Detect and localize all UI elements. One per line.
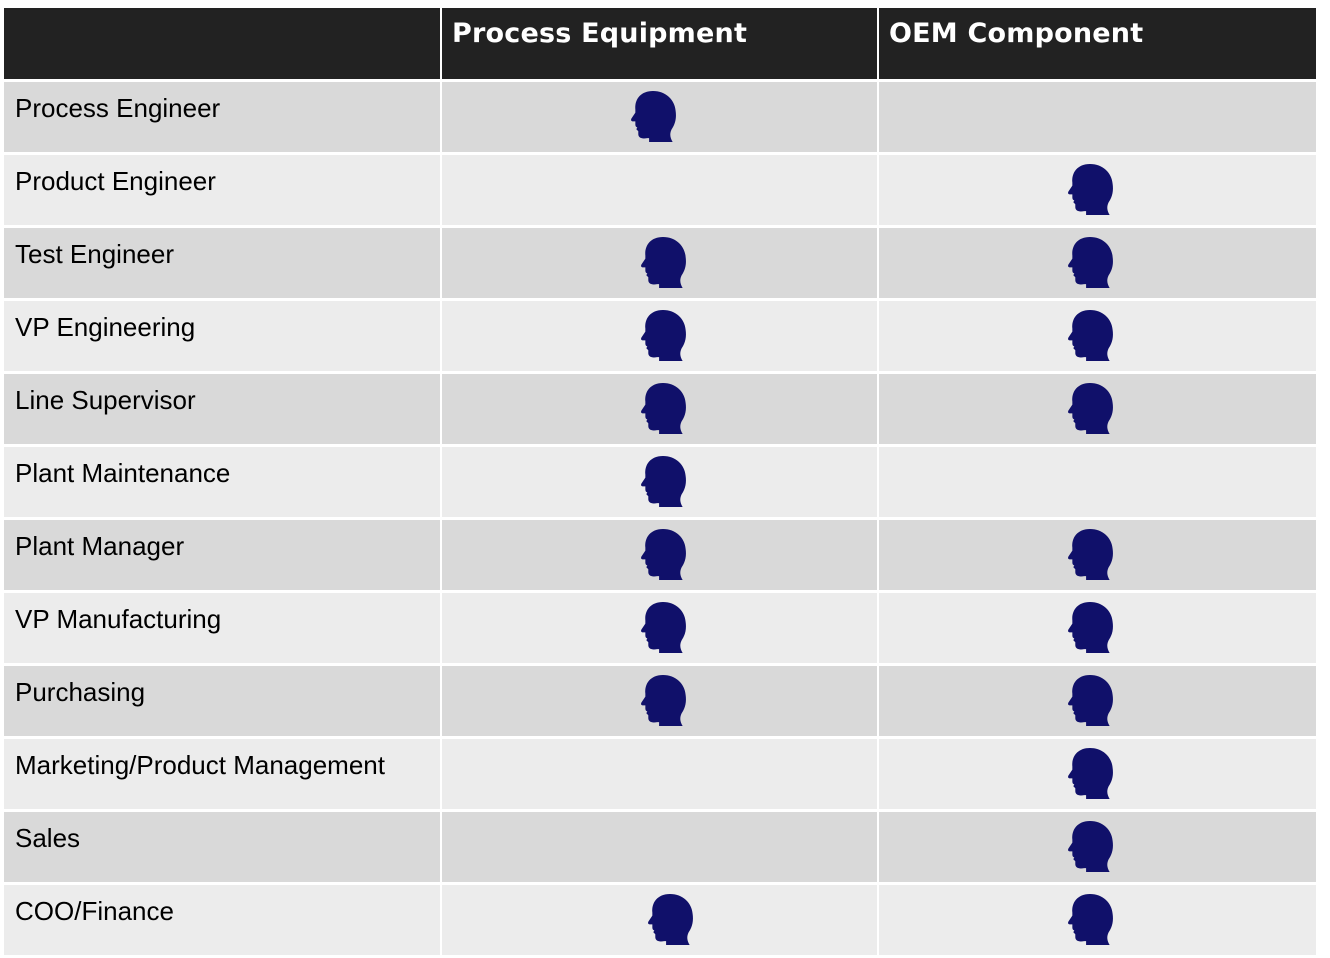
process-equipment-cell [440, 372, 878, 447]
header-row: Process Equipment OEM Component [4, 8, 1316, 82]
process-equipment-cell [440, 80, 878, 155]
oem-component-cell [877, 153, 1316, 228]
person-head-icon [1068, 382, 1113, 434]
table-row: Test Engineer [4, 226, 1316, 301]
person-head-icon [641, 236, 686, 288]
role-matrix-table: Process Equipment OEM Component Process … [4, 8, 1316, 958]
process-equipment-cell [440, 445, 878, 520]
person-head-icon [1068, 309, 1113, 361]
header-corner-cell [4, 8, 441, 82]
person-head-icon [1068, 528, 1113, 580]
table-row: Plant Maintenance [4, 445, 1316, 520]
person-head-icon [1068, 163, 1113, 215]
oem-component-cell [877, 883, 1316, 958]
table-row: Product Engineer [4, 153, 1316, 228]
role-label: Test Engineer [4, 226, 441, 301]
role-label: Line Supervisor [4, 372, 441, 447]
column-header-process-equipment: Process Equipment [440, 8, 878, 82]
table-body: Process Engineer Product Engineer Test Eng… [4, 80, 1316, 958]
person-head-icon [1068, 820, 1113, 872]
table-row: Marketing/Product Management [4, 737, 1316, 812]
role-label: Sales [4, 810, 441, 885]
process-equipment-cell [440, 226, 878, 301]
person-head-icon [641, 455, 686, 507]
role-label: Process Engineer [4, 80, 441, 155]
table-row: Sales [4, 810, 1316, 885]
person-head-icon [1068, 674, 1113, 726]
process-equipment-cell [440, 737, 878, 812]
oem-component-cell [877, 299, 1316, 374]
table-row: Plant Manager [4, 518, 1316, 593]
person-head-icon [1068, 893, 1113, 945]
oem-component-cell [877, 737, 1316, 812]
process-equipment-cell [440, 299, 878, 374]
person-head-icon [631, 90, 676, 142]
oem-component-cell [877, 80, 1316, 155]
role-label: Purchasing [4, 664, 441, 739]
role-label: VP Engineering [4, 299, 441, 374]
role-label: Plant Manager [4, 518, 441, 593]
person-head-icon [641, 528, 686, 580]
oem-component-cell [877, 372, 1316, 447]
role-label: Marketing/Product Management [4, 737, 441, 812]
oem-component-cell [877, 591, 1316, 666]
oem-component-cell [877, 810, 1316, 885]
role-label: VP Manufacturing [4, 591, 441, 666]
oem-component-cell [877, 226, 1316, 301]
person-head-icon [641, 674, 686, 726]
oem-component-cell [877, 445, 1316, 520]
process-equipment-cell [440, 518, 878, 593]
table-row: VP Engineering [4, 299, 1316, 374]
process-equipment-cell [440, 810, 878, 885]
process-equipment-cell [440, 664, 878, 739]
person-head-icon [1068, 601, 1113, 653]
oem-component-cell [877, 518, 1316, 593]
column-header-oem-component: OEM Component [877, 8, 1316, 82]
oem-component-cell [877, 664, 1316, 739]
person-head-icon [641, 601, 686, 653]
role-label: Plant Maintenance [4, 445, 441, 520]
table-row: COO/Finance [4, 883, 1316, 958]
table-row: VP Manufacturing [4, 591, 1316, 666]
person-head-icon [648, 893, 693, 945]
table-header: Process Equipment OEM Component [4, 8, 1316, 82]
process-equipment-cell [440, 883, 878, 958]
person-head-icon [1068, 236, 1113, 288]
role-label: COO/Finance [4, 883, 441, 958]
process-equipment-cell [440, 153, 878, 228]
table-row: Process Engineer [4, 80, 1316, 155]
table-row: Line Supervisor [4, 372, 1316, 447]
process-equipment-cell [440, 591, 878, 666]
person-head-icon [1068, 747, 1113, 799]
person-head-icon [641, 309, 686, 361]
person-head-icon [641, 382, 686, 434]
table-row: Purchasing [4, 664, 1316, 739]
role-label: Product Engineer [4, 153, 441, 228]
